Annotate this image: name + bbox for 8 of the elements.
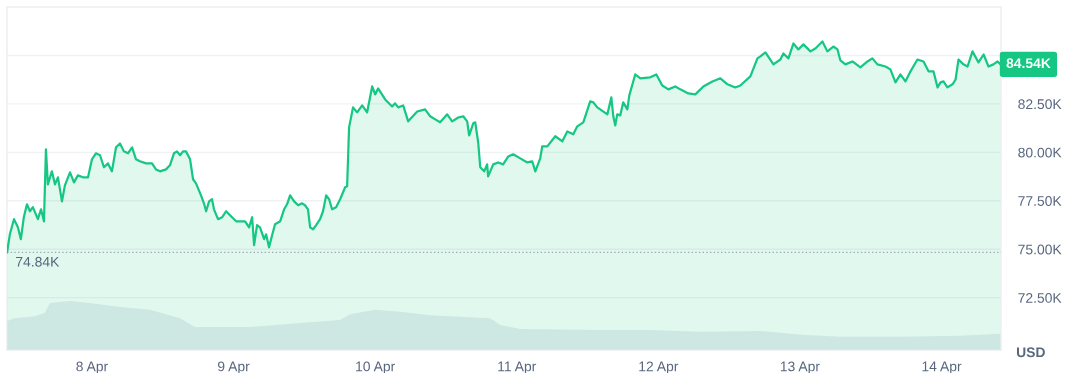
y-tick-label: 72.50K [1018,293,1062,303]
y-tick-label: 75.00K [1018,244,1062,255]
y-tick-label: 82.50K [1018,99,1062,110]
y-tick-label: 80.00K [1018,147,1062,158]
y-axis-title: USD [1016,347,1045,358]
ref-line-label: 74.84K [16,256,60,267]
annotation: 84.54K [1006,58,1051,69]
y-tick-label: 77.50K [1018,196,1062,206]
